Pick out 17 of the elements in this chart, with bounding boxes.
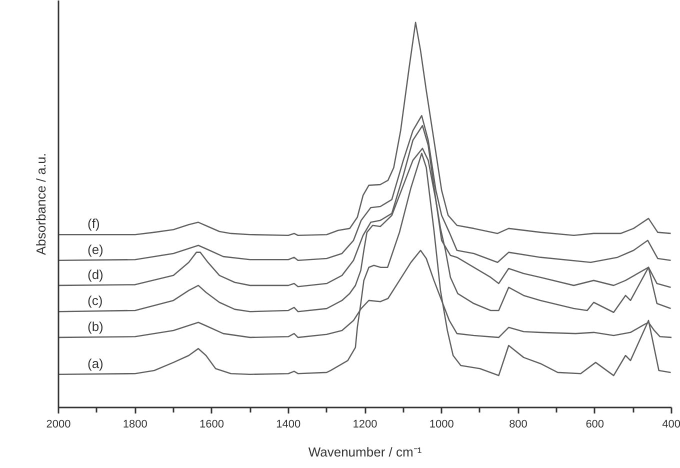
x-tick-label: 1800 — [122, 418, 148, 430]
series-label: (b) — [88, 318, 104, 334]
x-tick-label: 2000 — [46, 418, 71, 430]
x-tick-label: 600 — [586, 418, 604, 430]
series-label: (a) — [88, 356, 104, 371]
x-tick-label: 1200 — [352, 418, 378, 430]
series-label: (c) — [88, 293, 103, 308]
x-axis-title: Wavenumber / cm⁻¹ — [308, 444, 422, 460]
series-label: (d) — [88, 266, 104, 282]
series-label: (e) — [88, 242, 104, 257]
x-tick-label: 1600 — [200, 418, 224, 430]
x-tick-label: 400 — [662, 418, 680, 430]
x-tick-label: 800 — [509, 418, 528, 430]
x-tick-label: 1000 — [429, 418, 454, 430]
x-tick-label: 1400 — [276, 418, 301, 430]
series-label: (f) — [88, 216, 100, 232]
y-axis-title: Absorbance / a.u. — [34, 153, 48, 255]
